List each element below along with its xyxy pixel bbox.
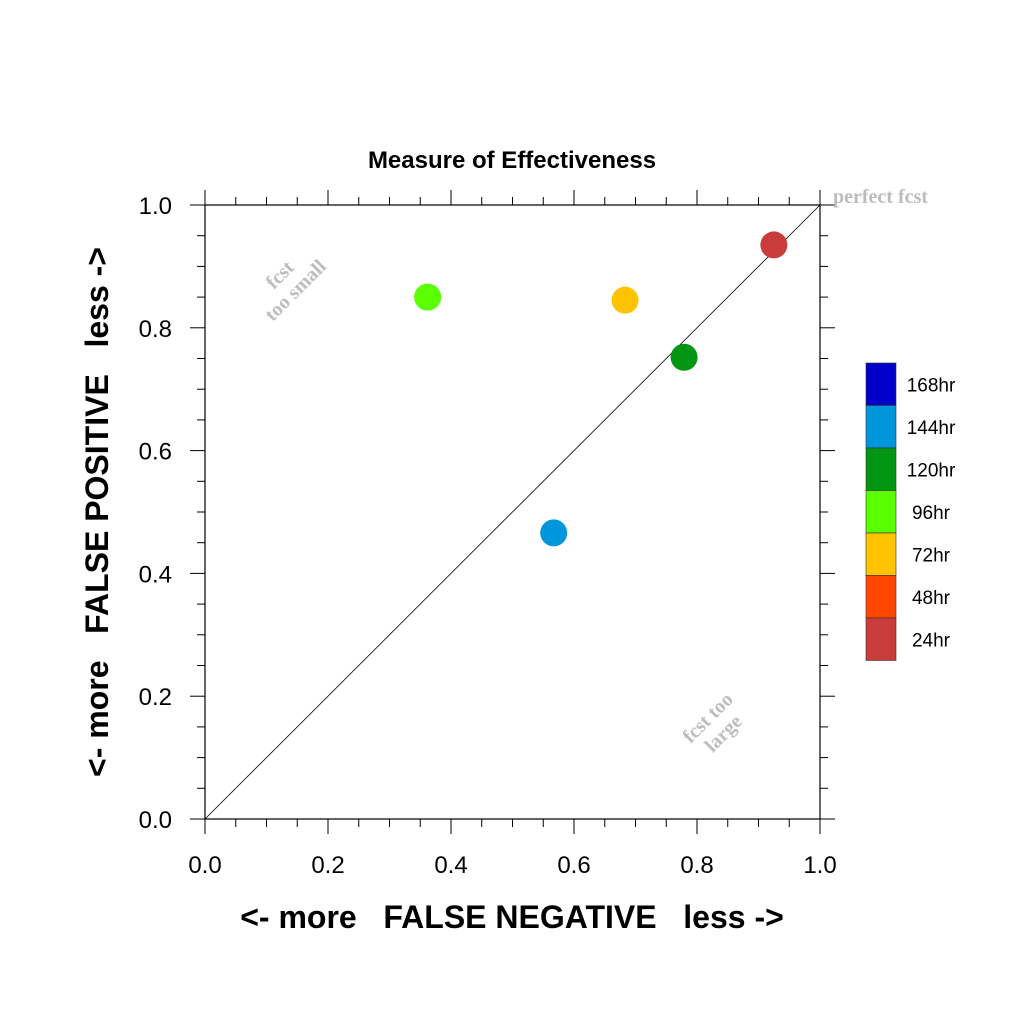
chart-title: Measure of Effectiveness [368,147,656,174]
legend-label-48hr: 48hr [912,588,951,609]
legend-label-96hr: 96hr [912,503,951,524]
y-tick-label: 0.2 [139,684,172,711]
plot-frame [204,204,821,820]
legend-label-24hr: 24hr [912,630,951,651]
y-tick-label: 0.4 [139,561,172,588]
legend-label-72hr: 72hr [912,545,951,566]
x-axis-label: <- more FALSE NEGATIVE less -> [240,899,784,935]
legend-label-120hr: 120hr [907,460,956,481]
ticks-layer [190,190,835,834]
y-tick-label: 0.6 [139,439,172,466]
point-120hr [670,343,698,371]
y-tick-label: 1.0 [139,193,172,220]
legend-swatch-24hr [865,617,897,661]
fcst-too-large-label: fcst too large [679,689,747,757]
legend-swatch-72hr [865,532,897,576]
x-tick-label: 0.6 [557,852,590,879]
x-tick-label: 0.2 [311,852,344,879]
legend-label-168hr: 168hr [907,375,956,396]
point-24hr [760,231,788,259]
legend-swatch-120hr [865,447,897,491]
x-tick-label: 0.0 [188,852,221,879]
y-axis-label: <- more FALSE POSITIVE less -> [79,247,115,777]
legend: 168hr 144hr 120hr 96hr 72hr 48hr 24hr [865,362,956,661]
perfect-fcst-label: perfect fcst [833,186,928,208]
fcst-too-small-line2: too small [261,255,331,325]
legend-swatch-96hr [865,490,897,534]
x-tick-label: 1.0 [803,852,836,879]
y-tick-label: 0.0 [139,807,172,834]
legend-label-144hr: 144hr [907,418,956,439]
x-tick-labels: 0.0 0.2 0.4 0.6 0.8 1.0 [188,852,836,879]
fcst-too-small-label: fcst too small [261,255,331,325]
point-96hr [414,283,442,311]
point-144hr [540,519,568,547]
y-tick-labels: 0.0 0.2 0.4 0.6 0.8 1.0 [139,193,172,834]
points-layer [414,231,788,547]
x-tick-label: 0.8 [680,852,713,879]
legend-swatch-144hr [865,405,897,449]
perfect-forecast-line [204,204,821,820]
y-tick-label: 0.8 [139,316,172,343]
point-72hr [611,286,639,314]
x-tick-label: 0.4 [434,852,467,879]
legend-swatch-168hr [865,362,897,406]
legend-swatch-48hr [865,575,897,619]
